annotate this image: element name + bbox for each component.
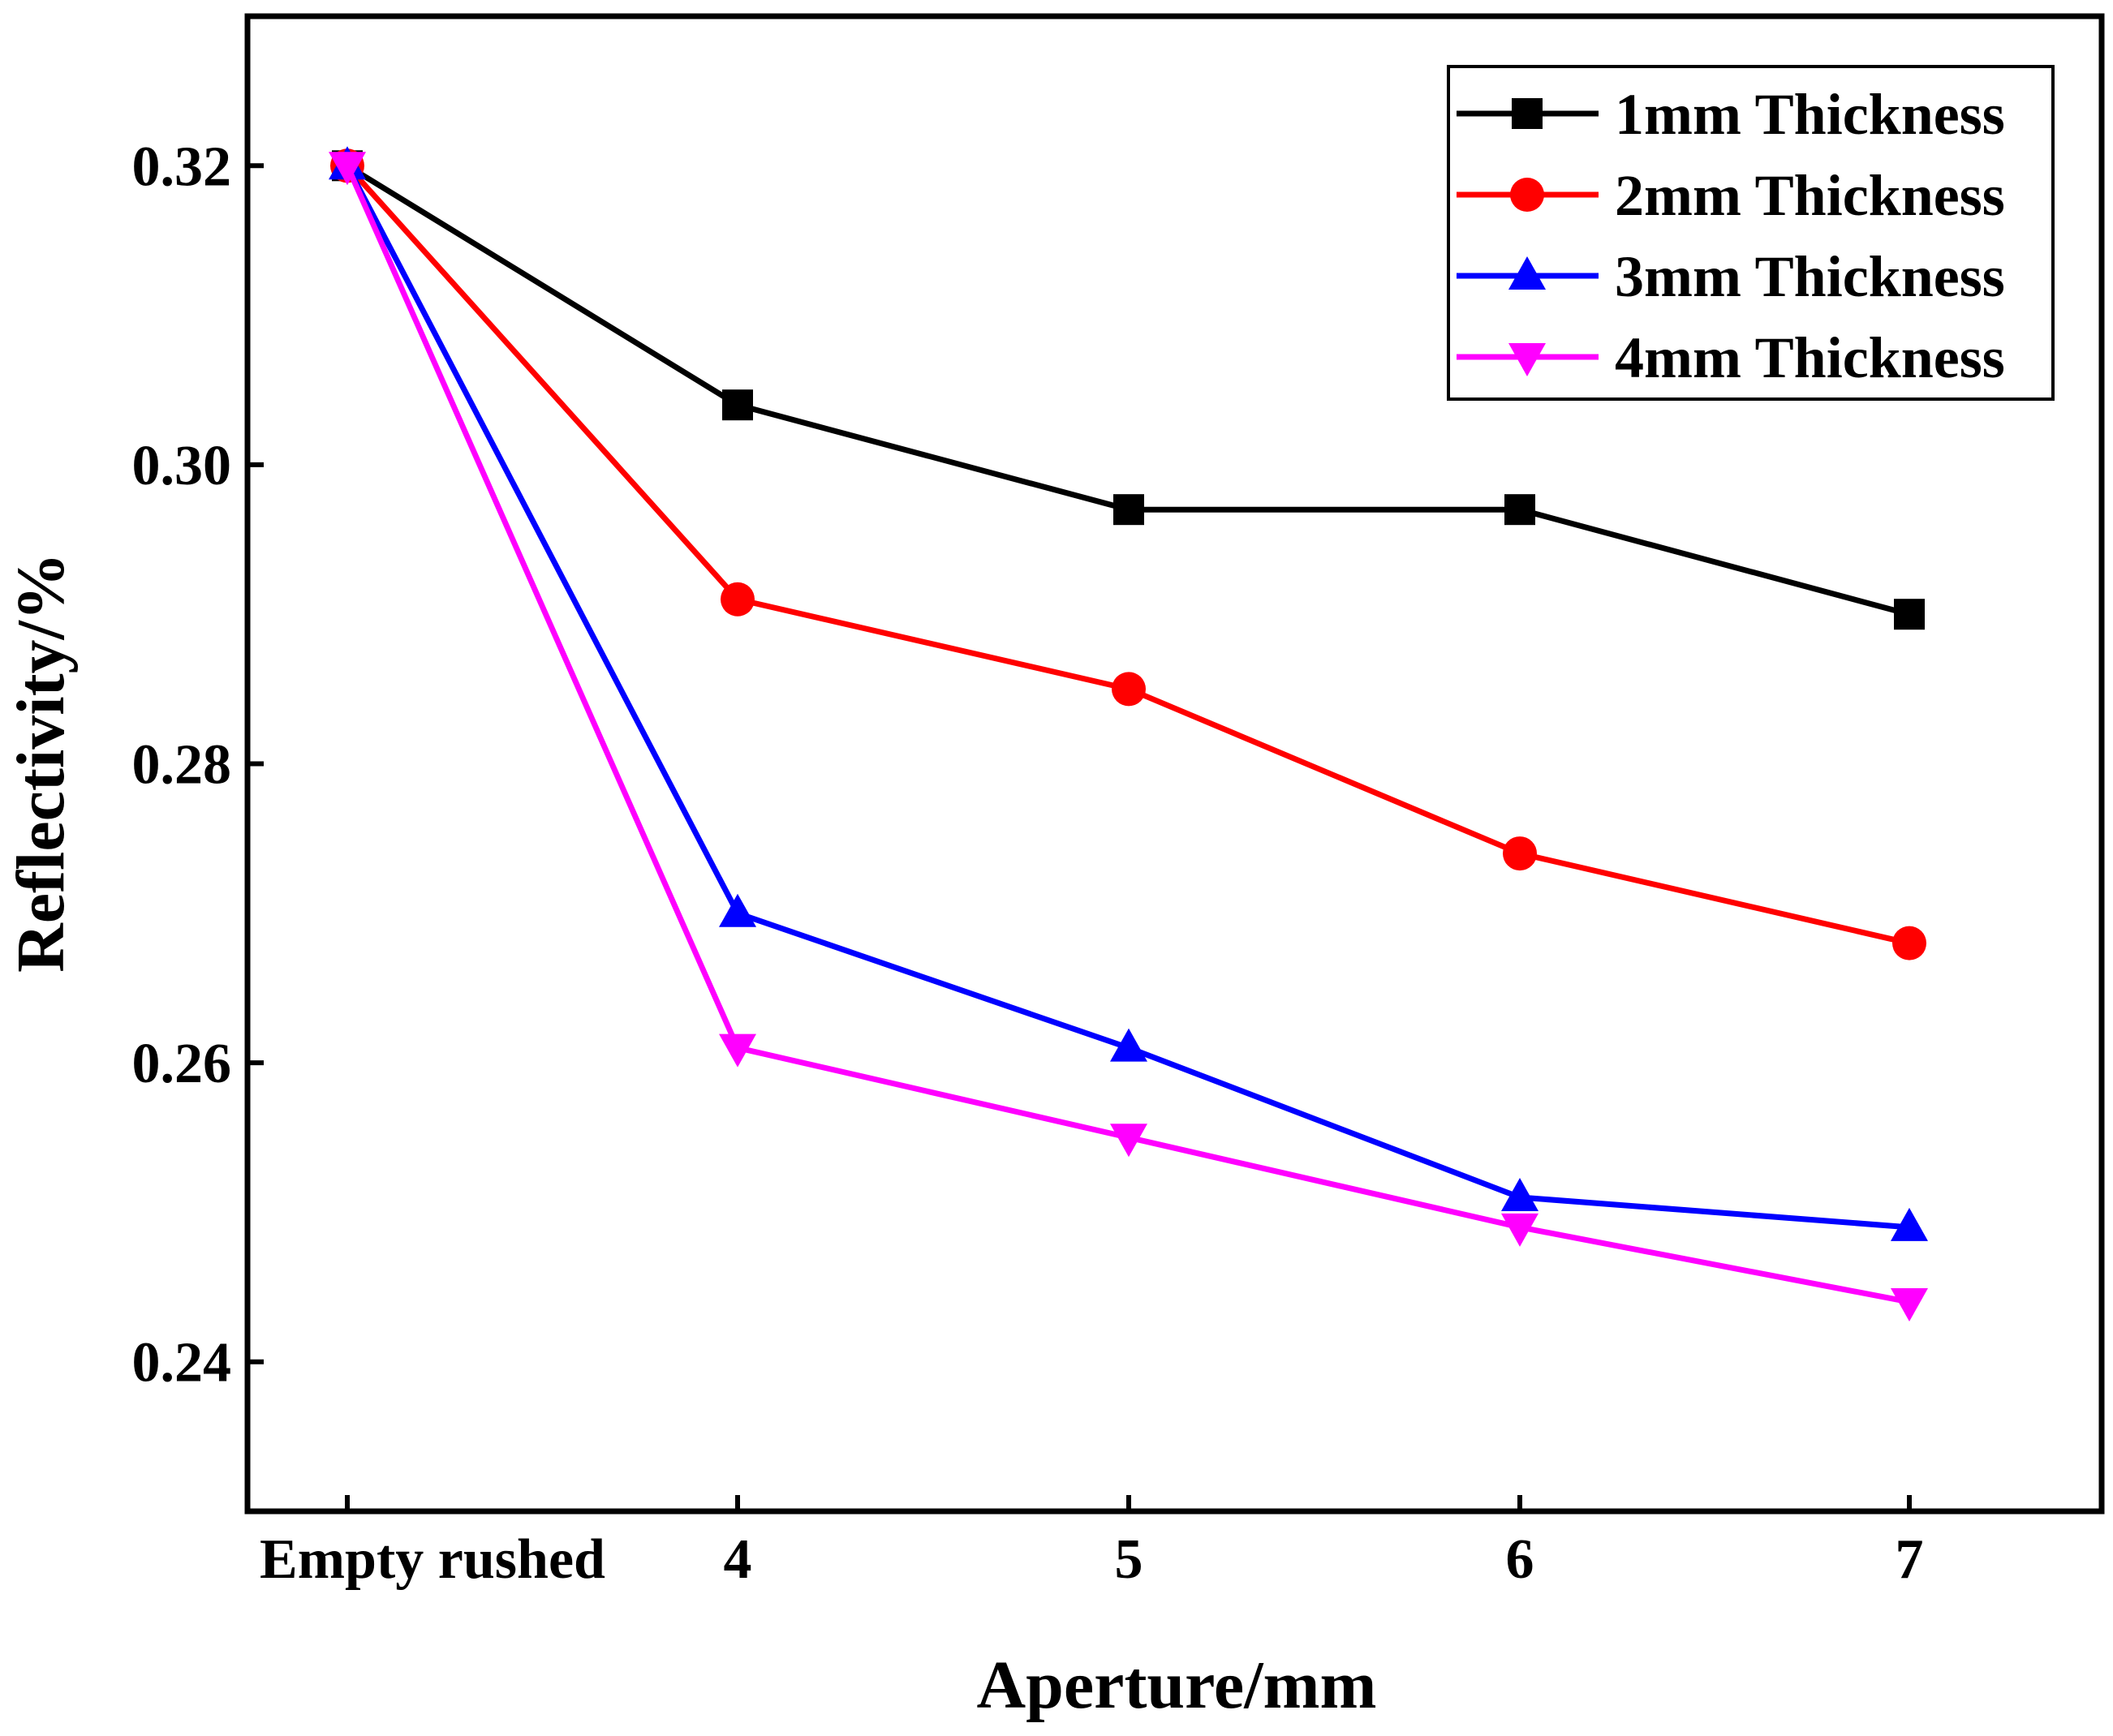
data-point: [1891, 1207, 1928, 1241]
series-4: [329, 152, 1928, 1321]
legend-label: 1mm Thickness: [1615, 82, 2005, 147]
data-point: [1501, 1177, 1538, 1211]
legend-marker: [1508, 256, 1546, 290]
data-point: [1892, 926, 1926, 960]
legend-label: 4mm Thickness: [1615, 325, 2005, 390]
data-point: [1113, 494, 1144, 526]
legend-marker: [1508, 343, 1546, 376]
x-tick-label: 6: [1506, 1528, 1534, 1591]
axes-group: 0.24 0.26 0.28 0.30 0.32 Empty rushed 4 5 6 7: [132, 135, 1924, 1591]
x-tick-label: 4: [724, 1528, 752, 1591]
y-tick-label: 0.24: [132, 1332, 232, 1394]
x-tick-label: 7: [1896, 1528, 1924, 1591]
legend-box: [1447, 65, 2055, 401]
legend: 1mm Thickness 2mm Thickness 3mm Thickness 4…: [1447, 65, 2055, 401]
data-point: [1503, 836, 1537, 871]
data-point: [1110, 1124, 1147, 1158]
y-axis-label: Reflectivity/%: [3, 552, 79, 973]
x-tick-label: 5: [1115, 1528, 1143, 1591]
data-point: [1894, 599, 1925, 630]
data-point: [1112, 672, 1146, 707]
legend-marker: [1512, 98, 1543, 129]
data-point: [1110, 1028, 1147, 1062]
legend-label: 3mm Thickness: [1615, 244, 2005, 309]
series-group: [329, 146, 1928, 1321]
x-tick-label: Empty rushed: [260, 1528, 605, 1591]
legend-label: 2mm Thickness: [1615, 163, 2005, 228]
data-point: [1501, 1213, 1538, 1247]
data-point: [719, 1033, 756, 1068]
series-1: [332, 150, 1925, 630]
y-tick-label: 0.32: [132, 135, 232, 198]
data-point: [721, 582, 755, 617]
data-point: [329, 152, 366, 186]
y-tick-label: 0.28: [132, 734, 232, 797]
y-tick-label: 0.26: [132, 1033, 232, 1095]
data-point: [719, 893, 756, 927]
data-point: [1891, 1287, 1928, 1321]
x-axis-label: Aperture/mm: [977, 1648, 1377, 1723]
y-tick-label: 0.30: [132, 435, 232, 497]
data-point: [1504, 494, 1535, 526]
legend-marker: [1510, 178, 1544, 212]
data-point: [722, 389, 753, 421]
